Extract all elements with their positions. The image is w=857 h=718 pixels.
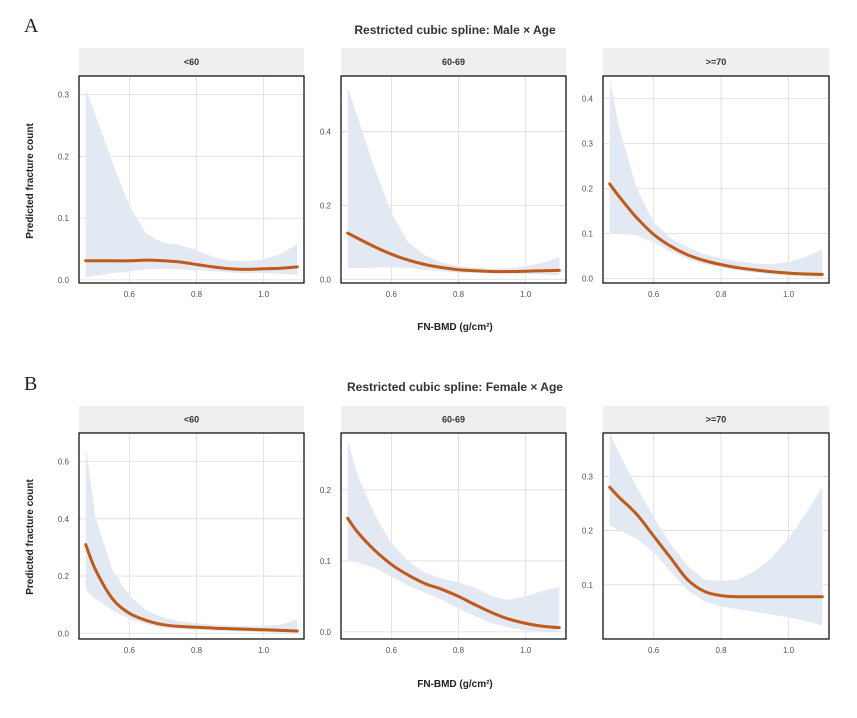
facet-b-1: <60 0.6 0.8 1.0 0.0 0.2 0.4 0.6 [58,406,305,655]
y-tick-label: 0.1 [582,581,594,590]
y-tick-label: 0.0 [582,275,594,284]
panel-b-facets: <60 0.6 0.8 1.0 0.0 0.2 0.4 0.6 60-69 0.6 0.8 1.0 0.… [58,406,830,655]
confidence-band [85,88,298,278]
x-tick-label: 0.6 [124,646,136,655]
facet-strip [603,406,829,433]
y-tick-label: 0.4 [58,515,70,524]
facet-b-2: 60-69 0.6 0.8 1.0 0.0 0.1 0.2 [320,406,567,655]
y-tick-label: 0.0 [58,276,70,285]
plot-frame [340,432,567,640]
x-tick-label: 0.8 [715,290,727,299]
y-tick-label: 0.3 [582,140,594,149]
facet-strip [341,406,566,433]
panel-a-title: Restricted cubic spline: Male × Age [354,23,556,37]
y-tick-label: 0.2 [582,527,594,536]
facet-strip [79,48,304,76]
x-tick-label: 0.6 [386,646,398,655]
facet-a-1: <60 0.6 0.8 1.0 0.0 0.1 0.2 0.3 [58,48,305,299]
x-tick-label: 0.6 [648,290,660,299]
y-tick-label: 0.1 [582,230,594,239]
panel-a-x-axis-title: FN-BMD (g/cm²) [417,322,493,333]
y-tick-label: 0.4 [582,95,594,104]
facet-a-2: 60-69 0.6 0.8 1.0 0.0 0.2 0.4 [320,48,567,299]
plot-frame [602,432,830,640]
y-tick-label: 0.2 [320,486,332,495]
spline-line [608,485,824,599]
y-tick-label: 0.0 [320,275,332,284]
y-tick-label: 0.4 [320,127,332,136]
spline-line [346,516,561,630]
x-tick-label: 0.8 [191,646,203,655]
plot-frame [602,75,830,284]
facet-strip-label: 60-69 [442,57,465,67]
plot-frame [78,432,305,640]
y-tick-label: 0.0 [58,629,70,638]
confidence-band [609,433,823,626]
y-tick-label: 0.0 [320,628,332,637]
facet-strip-label: >=70 [706,57,727,67]
x-tick-label: 0.8 [191,290,203,299]
y-tick-label: 0.2 [58,152,70,161]
facet-strip [603,48,829,76]
y-tick-label: 0.3 [58,91,70,100]
x-tick-label: 1.0 [520,646,532,655]
panel-b-title: Restricted cubic spline: Female × Age [347,380,563,394]
plot-frame [78,75,305,284]
facet-strip-label: 60-69 [442,415,465,425]
facet-strip-label: <60 [184,57,199,67]
x-tick-label: 0.8 [453,646,465,655]
spline-line [84,543,299,633]
panel-a-y-axis-title: Predicted fracture count [25,123,36,239]
panel-letter-a: A [24,15,39,37]
y-tick-label: 0.1 [320,557,332,566]
x-tick-label: 0.6 [124,290,136,299]
x-tick-label: 1.0 [258,646,270,655]
panel-b-x-axis-title: FN-BMD (g/cm²) [417,679,493,690]
spline-line [346,231,561,274]
panel-letter-b: B [24,373,37,395]
y-tick-label: 0.1 [58,214,70,223]
confidence-band [609,80,823,278]
y-tick-label: 0.6 [58,458,70,467]
x-tick-label: 0.8 [715,646,727,655]
confidence-band [347,440,560,632]
x-tick-label: 0.6 [648,646,660,655]
spline-line [84,258,299,271]
facet-strip [79,406,304,433]
plot-frame [340,75,567,284]
facet-strip [341,48,566,76]
y-tick-label: 0.3 [582,472,594,481]
y-tick-label: 0.2 [58,572,70,581]
panel-b: B Restricted cubic spline: Female × Age … [24,373,830,690]
x-tick-label: 0.8 [453,290,465,299]
panel-b-y-axis-title: Predicted fracture count [25,479,36,595]
x-tick-label: 0.6 [386,290,398,299]
y-tick-label: 0.2 [582,185,594,194]
spline-line [608,182,824,276]
facet-strip-label: <60 [184,415,199,425]
facet-a-3: >=70 0.6 0.8 1.0 0.0 0.1 0.2 0.3 0.4 [582,48,830,299]
confidence-band [347,87,560,276]
panel-a-facets: <60 0.6 0.8 1.0 0.0 0.1 0.2 0.3 60-69 0.6 0.8 1.0 0.… [58,48,830,299]
y-tick-label: 0.2 [320,201,332,210]
x-tick-label: 1.0 [783,646,795,655]
x-tick-label: 1.0 [783,290,795,299]
panel-a: A Restricted cubic spline: Male × Age Pr… [24,15,830,333]
x-tick-label: 1.0 [258,290,270,299]
facet-strip-label: >=70 [706,415,727,425]
facet-b-3: >=70 0.6 0.8 1.0 0.1 0.2 0.3 [582,406,830,655]
x-tick-label: 1.0 [520,290,532,299]
